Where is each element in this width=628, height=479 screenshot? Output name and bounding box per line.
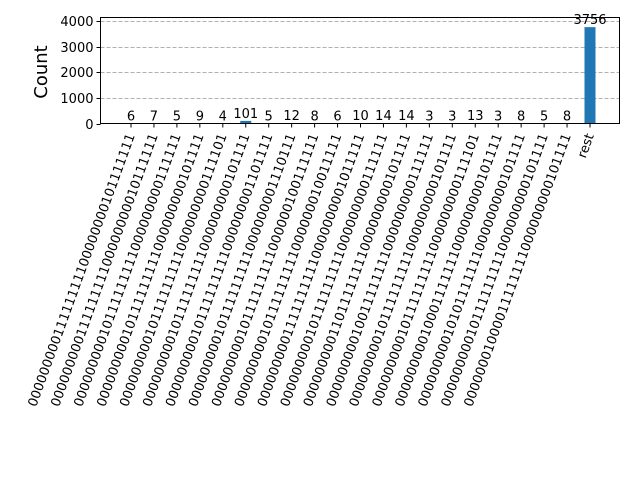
bar-value-label: 5 xyxy=(173,109,181,124)
y-axis-label: Count xyxy=(31,45,52,98)
bar-value-label: 8 xyxy=(517,109,525,124)
bar-value-label: 4 xyxy=(219,109,227,124)
bar-value-label: 8 xyxy=(563,109,571,124)
bar-value-label: 3756 xyxy=(573,13,606,28)
bar-value-label: 6 xyxy=(333,109,341,124)
y-tick-label: 1000 xyxy=(60,92,93,107)
bar xyxy=(240,120,252,124)
bar-value-label: 3 xyxy=(448,109,456,124)
bar-value-label: 12 xyxy=(283,109,300,124)
bar-value-label: 3 xyxy=(425,109,433,124)
bar-value-label: 6 xyxy=(127,109,135,124)
y-tick-label: 2000 xyxy=(60,66,93,81)
bar-value-label: 10 xyxy=(352,109,369,124)
y-axis: 0 1000 2000 3000 4000 xyxy=(60,15,101,133)
bar-value-label: 3 xyxy=(494,109,502,124)
y-tick-label: 4000 xyxy=(60,15,93,30)
y-tick-label: 3000 xyxy=(60,41,93,56)
bar-value-label: 7 xyxy=(150,109,158,124)
plot-frame xyxy=(100,17,620,124)
x-tick-label: rest xyxy=(575,132,598,161)
bar-value-label: 101 xyxy=(233,107,258,122)
bar-value-label: 5 xyxy=(540,109,548,124)
bar-value-label: 8 xyxy=(310,109,318,124)
bar xyxy=(584,27,596,124)
bar-value-label: 14 xyxy=(398,109,415,124)
grid-lines xyxy=(100,21,620,99)
bar-value-label: 14 xyxy=(375,109,392,124)
bar-value-label: 13 xyxy=(467,109,484,124)
bar-value-label: 5 xyxy=(265,109,273,124)
bar-value-label: 9 xyxy=(196,109,204,124)
x-axis: 0000000001111111110000000010111111100000… xyxy=(26,123,598,409)
y-tick-label: 0 xyxy=(85,118,93,133)
